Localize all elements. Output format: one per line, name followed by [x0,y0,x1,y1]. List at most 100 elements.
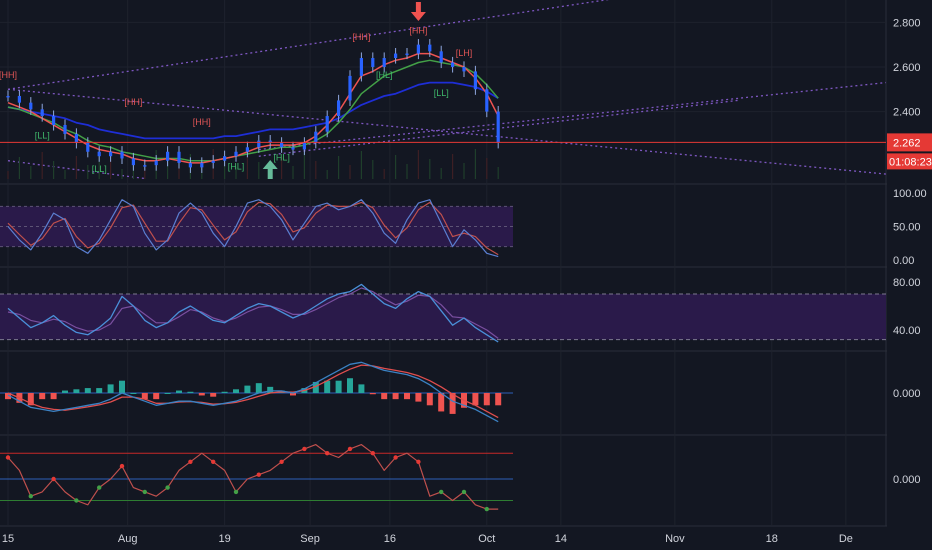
osc-signal-dot [325,451,330,456]
price-candle [439,51,443,63]
osc-signal-dot [484,506,489,512]
macd-histogram-bar [324,380,331,393]
price-candle [63,124,67,134]
price-candle [394,53,398,59]
rsi-band [0,294,886,340]
macd-histogram-bar [210,393,217,397]
price-candle [166,151,170,161]
price-candle [177,151,181,163]
x-tick-label: 15 [2,533,14,545]
price-candle [280,142,284,148]
osc-signal-dot [416,459,421,464]
macd-pane[interactable] [0,361,514,423]
price-candle [451,62,455,67]
x-tick-label: Aug [118,533,138,545]
macd-histogram-bar [347,378,353,393]
y-tick-label: 50.00 [893,222,921,234]
price-candle [154,160,158,166]
x-tick-label: 16 [384,533,396,545]
y-tick-label: 2.800 [893,17,921,29]
macd-histogram-bar [39,393,46,400]
osc-signal-dot [28,494,33,499]
pivot-label: [HH] [409,25,427,35]
stoch-pane[interactable] [0,199,514,258]
macd-histogram-bar [187,391,194,393]
stoch-k-line [7,199,499,258]
price-candle [245,147,249,152]
macd-histogram-bar [381,393,388,400]
osc-signal-dot [119,463,125,469]
countdown-label: 01:08:23 [889,156,932,168]
macd-histogram-bar [198,393,205,396]
macd-histogram-bar [130,393,137,394]
price-candle [462,66,466,72]
macd-histogram-bar [255,383,262,393]
trend-line [258,81,886,151]
price-candle [52,116,56,125]
macd-histogram-bar [107,384,114,393]
countdown-tag [887,153,932,170]
price-candle [223,156,227,161]
osc-signal-dot [461,489,467,495]
price-candle [473,71,477,90]
price-candle [234,151,238,157]
macd-histogram-bar [426,393,433,406]
x-tick-label: 14 [555,533,567,545]
osc-signal-dot [5,455,11,460]
price-candle [120,151,124,159]
macd-histogram-bar [141,393,148,400]
price-candle [302,142,306,150]
price-candle [40,109,44,117]
osc-signal-dot [347,446,353,452]
osc-signal-dot [302,446,307,452]
x-tick-label: De [839,533,853,545]
price-candle [359,58,363,76]
price-candle [74,133,78,143]
price-candle [211,160,215,163]
arrow-down-icon [410,2,426,21]
macd-histogram-bar [96,388,103,393]
pivot-label: [HL] [376,70,393,80]
macd-histogram-bar [62,390,68,393]
osc-signal-dot [97,485,102,490]
last-price-label: 2.262 [893,137,921,149]
price-candle [143,165,147,167]
macd-histogram-bar [415,393,422,402]
trend-line [7,0,610,90]
macd-signal-line [7,364,499,419]
macd-histogram-bar [312,381,319,393]
y-tick-label: 0.00 [893,255,914,267]
y-tick-label: 80.00 [893,277,921,289]
osc-pane[interactable] [0,444,514,512]
osc-signal-dot [188,459,193,464]
price-candle [337,100,341,117]
macd-histogram-bar [369,393,376,395]
y-tick-label: 0.000 [893,388,921,400]
price-axis[interactable]: 2.800 2.600 2.400 2.262 01:08:23 100.00 50.00 0… [887,0,932,550]
macd-histogram-bar [50,393,57,400]
pivot-label: [HL] [228,162,245,172]
arrow-up-icon [262,160,278,179]
price-candle [188,162,192,168]
macd-histogram-bar [73,389,80,393]
price-candle [371,58,375,67]
pivot-label: [HH] [352,32,370,42]
macd-histogram-bar [84,388,91,393]
pivot-label: [HH] [0,70,17,80]
osc-signal-dot [279,459,284,464]
price-candle [200,162,204,168]
trend-line [7,88,886,175]
pivot-label: [LL] [434,88,449,98]
price-candle [291,147,295,150]
macd-histogram-bar [267,386,274,393]
x-tick-label: Nov [665,533,685,545]
y-tick-label: 40.00 [893,325,921,337]
osc-signal-dot [393,455,398,460]
price-axis-background [887,0,932,550]
time-axis[interactable]: 15 Aug 19 Sep 16 Oct 14 Nov 18 De [2,533,853,545]
osc-signal-dot [74,498,79,503]
rsi-pane[interactable] [0,283,886,343]
main-pane[interactable]: [HH] [LL] [HH] [LL] [HH] [HL] [HL] [HH] [HH] [HL]… [0,2,886,179]
